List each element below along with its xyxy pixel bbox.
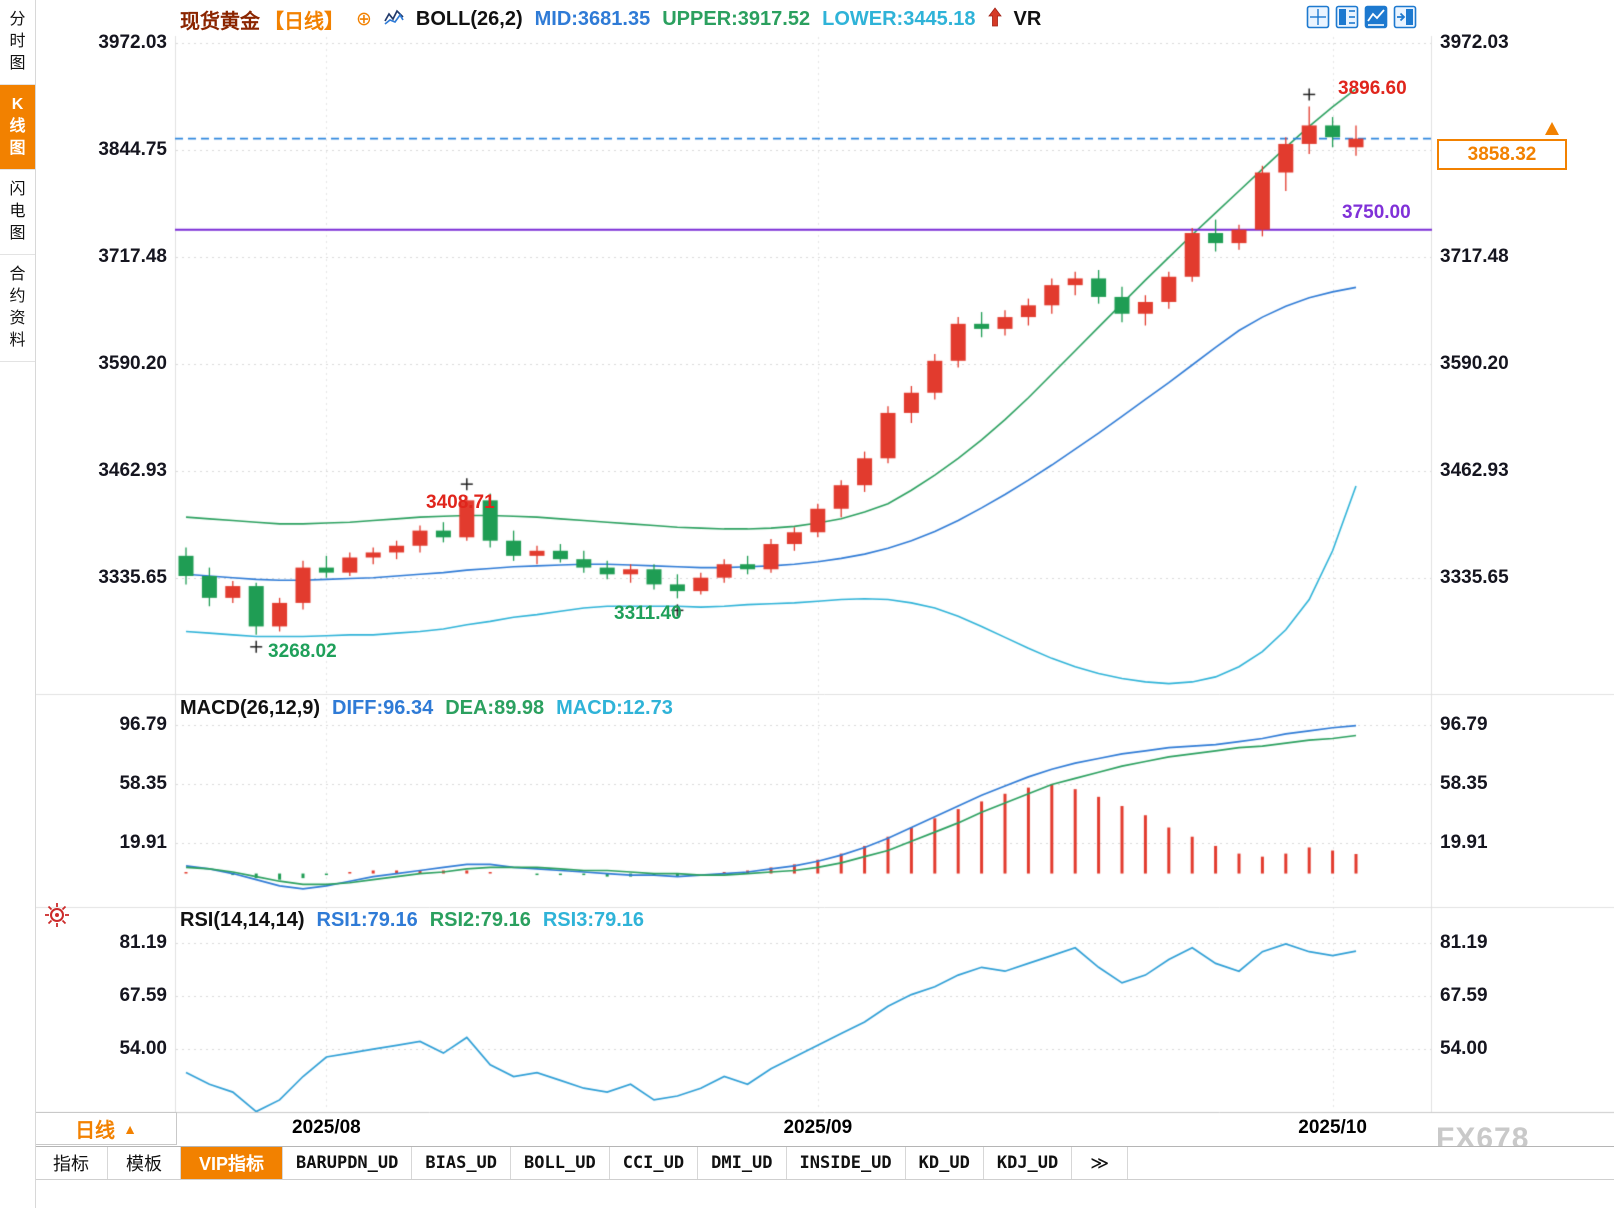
chart-annotation: 3408.71 — [426, 492, 495, 513]
y-axis-label-right: 3462.93 — [1440, 459, 1509, 481]
rsi-title: RSI(14,14,14) — [180, 909, 305, 931]
main-chart-header: 现货黄金 【日线】 ⊕ BOLL(26,2) MID:3681.35 UPPER:… — [180, 5, 1041, 34]
price-line-arrow-icon — [1543, 121, 1561, 144]
add-indicator-icon[interactable]: ⊕ — [356, 9, 372, 30]
y-axis-label-left: 3717.48 — [98, 246, 167, 267]
bottom-tab[interactable]: 模板 — [108, 1147, 181, 1179]
vr-label: VR — [1013, 8, 1042, 30]
sidebar-tab-char: 图 — [9, 55, 26, 72]
indicator-settings-sun-icon[interactable] — [44, 902, 70, 928]
y-axis-label-right: 3972.03 — [1440, 32, 1509, 54]
indicator-tabbar: 指标 模板 VIP指标 BARUPDN_UD BIAS_UD BOLL_UD CCI_UD D… — [35, 1146, 1614, 1180]
period-tag: 【日线】 — [264, 11, 344, 33]
chart-annotation: 3311.40 — [614, 603, 682, 624]
y-axis-label-left: 3590.20 — [98, 353, 167, 374]
y-axis-label-left: 67.59 — [119, 985, 167, 1007]
layout-grid-plus-icon[interactable] — [1306, 5, 1330, 29]
sidebar-tab-char: 分 — [9, 11, 26, 28]
y-axis-label-right: 67.59 — [1440, 985, 1488, 1007]
sidebar-tab-char: 线 — [9, 118, 26, 135]
sidebar-tab-char: 图 — [9, 225, 26, 242]
y-axis-label-left: 54.00 — [119, 1038, 167, 1060]
y-axis-label-right: 54.00 — [1440, 1038, 1488, 1060]
y-axis-label-right: 3590.20 — [1440, 353, 1509, 374]
bottom-tab[interactable]: KDJ_UD — [984, 1147, 1073, 1179]
sidebar-tab[interactable]: 闪电图 — [0, 170, 35, 255]
macd-diff-value: DIFF:96.34 — [332, 697, 434, 719]
sidebar-tab-char: 资 — [9, 310, 26, 327]
bottom-tab[interactable]: ≫ — [1072, 1147, 1129, 1179]
sidebar-tab-char: 料 — [9, 332, 26, 349]
y-axis-label-right: 96.79 — [1440, 714, 1488, 736]
bottom-tab[interactable]: BIAS_UD — [412, 1147, 512, 1179]
rsi2-value: RSI2:79.16 — [429, 909, 531, 931]
chart-annotation: 3268.02 — [268, 641, 337, 662]
bottom-tab[interactable]: BOLL_UD — [511, 1147, 610, 1179]
bottom-tab[interactable]: VIP指标 — [181, 1147, 284, 1179]
sidebar-tab-char: 图 — [9, 140, 26, 157]
y-axis-label-right: 19.91 — [1440, 831, 1488, 853]
chart-annotation: 3896.60 — [1338, 78, 1407, 99]
sidebar-tab[interactable]: 合约资料 — [0, 255, 35, 362]
period-label: 日线 — [75, 1120, 116, 1142]
sidebar-tab-char: 闪 — [9, 181, 26, 198]
vr-up-arrow-icon — [987, 6, 1002, 33]
sidebar-tab-char: K — [11, 96, 24, 113]
sidebar-tab[interactable]: 分时图 — [0, 0, 35, 85]
last-price-value: 3858.32 — [1467, 143, 1537, 165]
boll-lower-value: LOWER:3445.18 — [822, 8, 976, 30]
y-axis-label-left: 81.19 — [119, 932, 167, 954]
layout-panes-arrow-icon[interactable] — [1393, 5, 1417, 29]
mini-chart-icon — [384, 8, 404, 31]
y-axis-label-left: 3972.03 — [98, 32, 167, 54]
sidebar-tab-char: 时 — [9, 33, 26, 50]
period-up-arrow-icon: ▲ — [123, 1120, 137, 1137]
y-axis-label-left: 19.91 — [119, 831, 167, 853]
bottom-tab[interactable]: DMI_UD — [698, 1147, 787, 1179]
boll-upper-value: UPPER:3917.52 — [662, 8, 811, 30]
rsi1-value: RSI1:79.16 — [316, 909, 418, 931]
rsi3-value: RSI3:79.16 — [542, 909, 645, 931]
bottom-tab[interactable]: BARUPDN_UD — [283, 1147, 413, 1179]
y-axis-label-right: 3335.65 — [1440, 566, 1509, 588]
x-axis-label: 2025/10 — [1298, 1117, 1367, 1138]
macd-header: MACD(26,12,9) DIFF:96.34 DEA:89.98 MACD:… — [180, 697, 673, 720]
y-axis-label-left: 96.79 — [119, 714, 167, 736]
layout-icons — [1306, 5, 1417, 29]
boll-mid-value: MID:3681.35 — [534, 8, 651, 30]
rsi-header: RSI(14,14,14) RSI1:79.16 RSI2:79.16 RSI3… — [180, 909, 644, 932]
layout-chart-pane-icon[interactable] — [1364, 5, 1388, 29]
bottom-tab[interactable]: KD_UD — [906, 1147, 984, 1179]
boll-label: BOLL(26,2) — [415, 8, 523, 30]
y-axis-label-right: 58.35 — [1440, 773, 1488, 794]
x-axis-label: 2025/08 — [292, 1117, 361, 1138]
sidebar-tab-char: 电 — [9, 203, 26, 220]
y-axis-label-right: 3717.48 — [1440, 246, 1509, 267]
sidebar-tab-char: 合 — [9, 266, 26, 283]
y-axis-label-right: 81.19 — [1440, 932, 1488, 954]
macd-dea-value: DEA:89.98 — [445, 697, 545, 719]
chart-annotation: 3750.00 — [1342, 202, 1411, 223]
y-axis-label-left: 3335.65 — [98, 566, 167, 588]
y-axis-label-left: 3844.75 — [98, 139, 167, 161]
last-price-tag: 3858.32 — [1437, 139, 1567, 170]
sidebar-tab-char: 约 — [9, 288, 26, 305]
macd-title: MACD(26,12,9) — [180, 697, 321, 719]
y-axis-label-left: 3462.93 — [98, 459, 167, 481]
layout-columns-icon[interactable] — [1335, 5, 1359, 29]
symbol-name: 现货黄金 — [180, 11, 260, 33]
y-axis-label-left: 58.35 — [119, 773, 167, 794]
bottom-tab[interactable]: 指标 — [35, 1147, 108, 1179]
bottom-tab[interactable]: INSIDE_UD — [787, 1147, 906, 1179]
period-selector[interactable]: 日线 ▲ — [35, 1112, 177, 1145]
x-axis-label: 2025/09 — [783, 1117, 853, 1138]
macd-macd-value: MACD:12.73 — [556, 697, 673, 719]
bottom-tab[interactable]: CCI_UD — [610, 1147, 699, 1179]
